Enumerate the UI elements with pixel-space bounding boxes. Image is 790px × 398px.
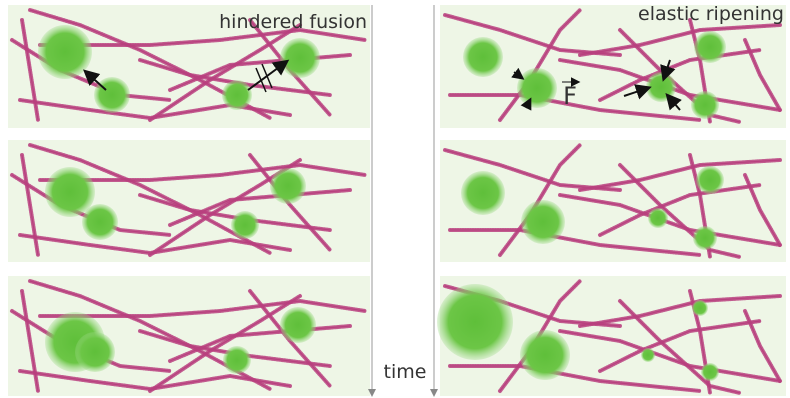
droplet — [231, 211, 259, 239]
droplet — [646, 72, 676, 102]
droplet — [694, 31, 726, 63]
droplet — [82, 204, 118, 240]
droplet — [520, 330, 570, 380]
panel-title: elastic ripening — [638, 3, 784, 25]
droplet — [517, 68, 557, 108]
droplet — [222, 80, 252, 110]
droplet — [280, 38, 320, 78]
figure: hindered fusion elastic ripening F time — [0, 0, 790, 398]
droplet — [693, 226, 717, 250]
droplet — [437, 284, 513, 360]
time-label: time — [384, 361, 427, 383]
droplet — [692, 300, 708, 316]
droplet — [521, 200, 565, 244]
force-label: F — [563, 82, 577, 110]
droplet — [94, 77, 130, 113]
droplet — [701, 363, 719, 381]
droplet — [648, 208, 668, 228]
droplet — [461, 171, 505, 215]
droplet — [641, 348, 655, 362]
droplet — [280, 307, 316, 343]
droplet — [223, 346, 251, 374]
droplet — [38, 25, 92, 79]
droplet — [463, 37, 503, 77]
droplet — [75, 332, 115, 372]
droplet — [696, 166, 724, 194]
panel-title: hindered fusion — [219, 11, 367, 33]
droplet — [691, 91, 719, 119]
droplet — [270, 168, 306, 204]
